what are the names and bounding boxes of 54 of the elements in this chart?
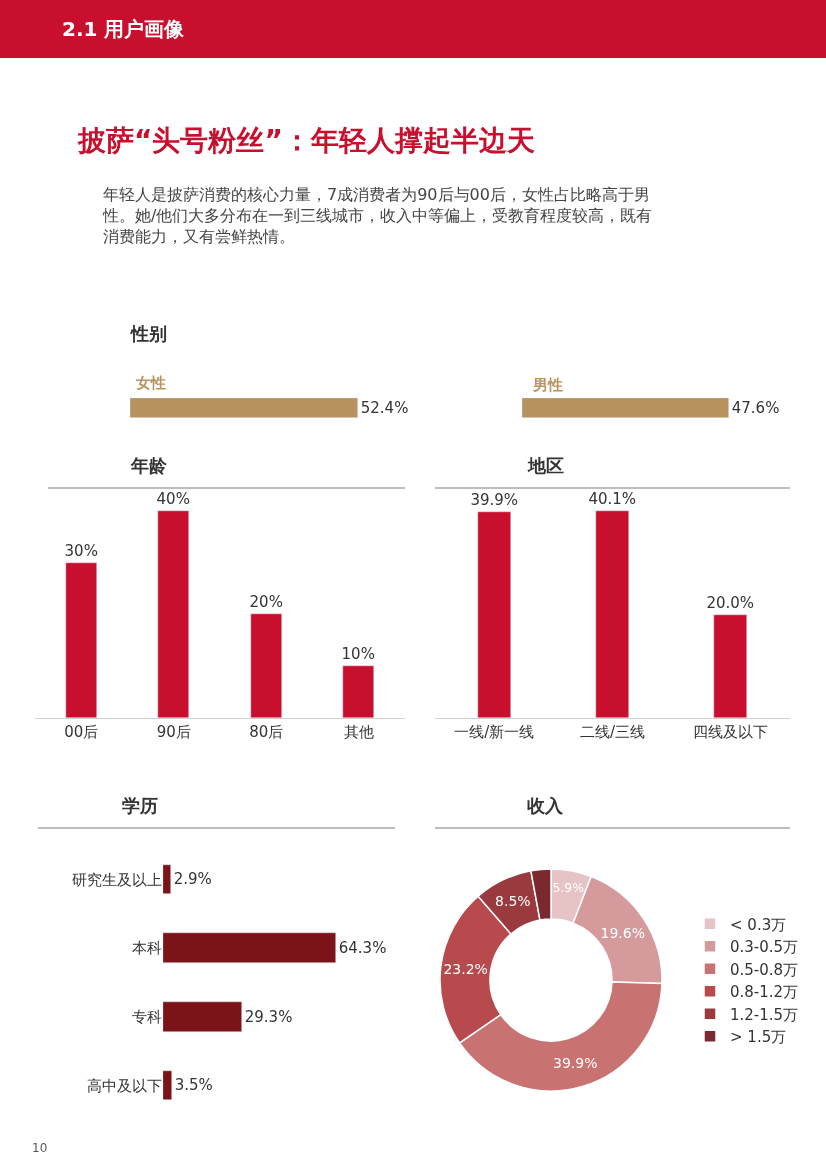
data-label: 39.9% — [470, 490, 519, 509]
bar — [250, 613, 282, 718]
category-label: 男性 — [533, 376, 563, 394]
x-tick-label: 四线及以下 — [693, 723, 769, 741]
data-label: 2.9% — [173, 870, 212, 889]
text: 披萨“头号粉丝”：年轻人撑起半边天 — [77, 124, 535, 157]
bar — [342, 665, 374, 718]
category-label: 女性 — [136, 374, 166, 392]
data-label: 30% — [64, 541, 98, 560]
legend-label: > 1.5万 — [730, 1028, 787, 1047]
chart-title: 收入 — [527, 795, 564, 816]
data-label: 29.3% — [244, 1007, 293, 1026]
data-label: 20.0% — [706, 593, 755, 612]
x-tick-label: 其他 — [343, 723, 374, 741]
data-label: 47.6% — [731, 398, 780, 417]
data-label: 8.5% — [495, 892, 531, 909]
data-label: 39.9% — [553, 1054, 598, 1071]
data-label: 3.5% — [174, 1076, 213, 1095]
data-label: 23.2% — [443, 961, 488, 978]
x-tick-label: 90后 — [156, 723, 191, 741]
legend-label: < 0.3万 — [730, 915, 787, 934]
chart-title: 性别 — [130, 323, 167, 344]
chart-title: 年龄 — [130, 455, 168, 476]
text: 2.1 用户画像 — [62, 17, 186, 41]
bar — [163, 1001, 242, 1032]
bar — [163, 864, 171, 894]
bar — [163, 932, 336, 963]
y-tick-label: 研究生及以上 — [72, 870, 162, 889]
text: 年轻人是披萨消费的核心力量，7成消费者为90后与00后，女性占比略高于男性。她/他们大多分布在一到三线城市，收入中等偏上，受教育程度较高，既有消费能力，又有尝鲜热情。 — [102, 185, 653, 246]
chart-title: 学历 — [122, 795, 158, 816]
legend-label: 0.8-1.2万 — [730, 983, 799, 1002]
data-label: 40% — [156, 489, 190, 508]
legend-label: 0.5-0.8万 — [730, 960, 799, 979]
x-tick-label: 一线/新一线 — [454, 723, 535, 741]
data-label: 5.9% — [552, 880, 585, 896]
chart-title: 地区 — [527, 455, 564, 476]
data-label: 64.3% — [338, 938, 387, 957]
legend-label: 1.2-1.5万 — [730, 1005, 799, 1024]
data-label: 40.1% — [588, 489, 637, 508]
bar — [163, 1070, 172, 1100]
bar — [157, 510, 189, 718]
y-tick-label: 本科 — [132, 939, 162, 958]
text: 10 — [32, 1141, 48, 1155]
x-tick-label: 80后 — [249, 723, 284, 741]
bar — [65, 562, 97, 718]
data-label: 19.6% — [600, 924, 645, 941]
y-tick-label: 专科 — [132, 1008, 162, 1027]
x-tick-label: 00后 — [64, 723, 99, 741]
legend-label: 0.3-0.5万 — [730, 938, 799, 957]
x-tick-label: 二线/三线 — [579, 723, 646, 741]
y-tick-label: 高中及以下 — [87, 1076, 162, 1095]
data-label: 52.4% — [360, 398, 409, 417]
data-label: 10% — [341, 644, 375, 663]
data-label: 20% — [249, 592, 283, 611]
